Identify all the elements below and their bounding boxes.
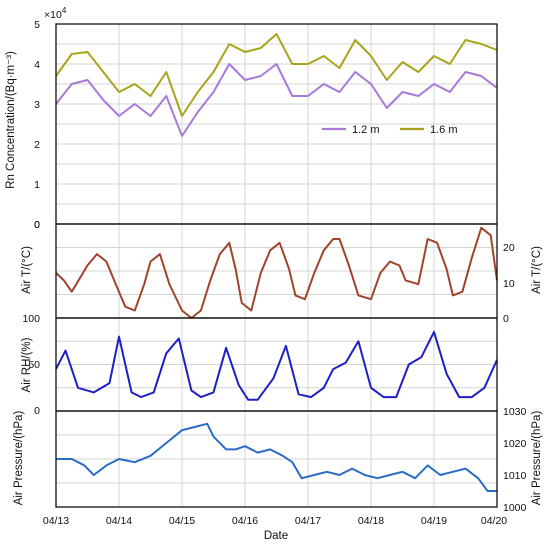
panel-frame bbox=[55, 410, 498, 508]
y-tick-label-right: 20 bbox=[503, 242, 515, 254]
y-tick-label: 5 bbox=[34, 19, 40, 31]
y-tick-label: 3 bbox=[34, 99, 40, 111]
x-tick-label: 04/19 bbox=[421, 515, 447, 527]
panel-air-temperature: 0 0 10 20 Air T/(°C) Air T/(°C) bbox=[21, 219, 543, 325]
legend-label: 1.2 m bbox=[352, 124, 380, 136]
x-tick-label: 04/15 bbox=[169, 515, 195, 527]
y-tick-label-right: 1010 bbox=[503, 470, 527, 482]
y-tick-label: 0 bbox=[34, 219, 40, 231]
y-tick-label: 4 bbox=[34, 59, 40, 71]
x-axis-label: Date bbox=[264, 530, 288, 542]
panel-air-pressure: 1000 1010 1020 1030 Air Pressure/(hPa) A… bbox=[13, 406, 543, 514]
y-axis-label-right: Air T/(°C) bbox=[531, 246, 543, 294]
x-tick-label: 04/17 bbox=[295, 515, 321, 527]
y-tick-label: 50 bbox=[28, 359, 40, 371]
x-tick-label: 04/16 bbox=[232, 515, 258, 527]
panel-rn-concentration: ×104 0 1 2 3 4 5 Rn Concentration/(Bq·m⁻… bbox=[5, 6, 458, 231]
legend-label: 1.6 m bbox=[430, 124, 458, 136]
y-tick-label-right: 1020 bbox=[503, 438, 527, 450]
panel-air-humidity: 0 50 100 Air RH/(%) bbox=[21, 313, 40, 417]
y-axis-label: Air RH/(%) bbox=[21, 337, 33, 392]
x-tick-label: 04/14 bbox=[106, 515, 132, 527]
y-tick-label: 1 bbox=[34, 179, 40, 191]
series-line bbox=[55, 33, 498, 117]
y-tick-label: 100 bbox=[22, 313, 40, 325]
series-line bbox=[55, 63, 498, 137]
y-tick-label-right: 1000 bbox=[503, 502, 527, 514]
exponent-label: ×104 bbox=[44, 6, 67, 21]
y-axis-label: Rn Concentration/(Bq·m⁻³) bbox=[5, 51, 17, 189]
y-tick-label: 0 bbox=[34, 219, 40, 231]
x-tick-labels: 04/13 04/14 04/15 04/16 04/17 04/18 04/1… bbox=[43, 515, 507, 527]
x-tick-label: 04/18 bbox=[358, 515, 384, 527]
y-tick-label-right: 0 bbox=[503, 313, 509, 325]
y-tick-label: 0 bbox=[34, 405, 40, 417]
x-tick-label: 04/20 bbox=[481, 515, 507, 527]
plot-layer bbox=[55, 23, 498, 508]
y-axis-label: Air T/(°C) bbox=[21, 246, 33, 294]
y-tick-label-right: 1030 bbox=[503, 406, 527, 418]
series-line bbox=[55, 330, 498, 401]
series-line bbox=[56, 422, 497, 492]
y-tick-label-right: 10 bbox=[503, 278, 515, 290]
series-line bbox=[55, 226, 498, 319]
y-axis-label: Air Pressure/(hPa) bbox=[13, 411, 25, 506]
y-axis-label-right: Air Pressure/(hPa) bbox=[531, 411, 543, 506]
legend: 1.2 m 1.6 m bbox=[322, 124, 458, 136]
x-tick-label: 04/13 bbox=[43, 515, 69, 527]
y-tick-label: 2 bbox=[34, 139, 40, 151]
